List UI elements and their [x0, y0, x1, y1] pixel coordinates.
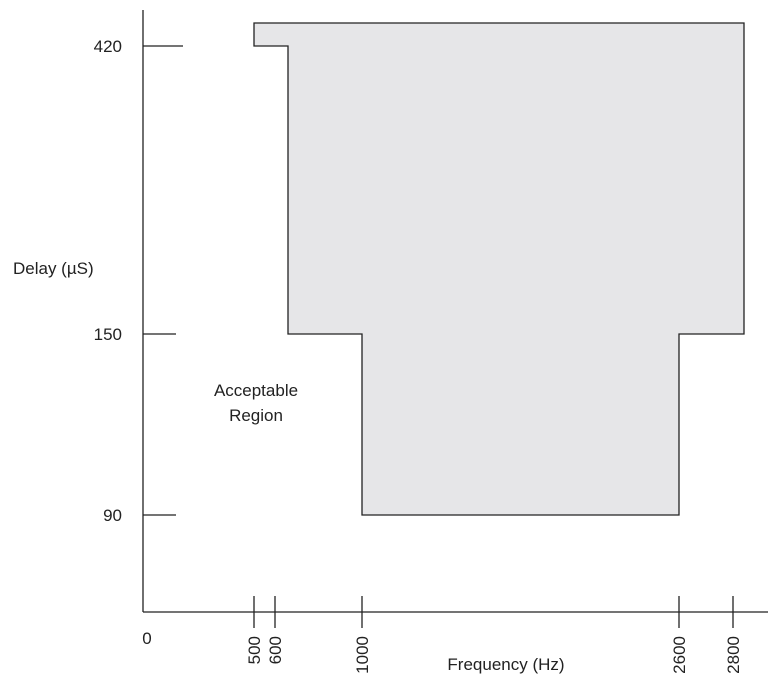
- y-axis-ticks: 420 150 90: [94, 37, 183, 525]
- x-tick-label: 600: [266, 636, 285, 664]
- x-tick-label: 1000: [353, 636, 372, 674]
- y-tick-label: 150: [94, 325, 122, 344]
- y-tick-label: 90: [103, 506, 122, 525]
- x-tick-label: 500: [245, 636, 264, 664]
- y-axis-label: Delay (µS): [13, 259, 94, 278]
- x-tick-label: 2800: [724, 636, 743, 674]
- x-tick-label: 2600: [670, 636, 689, 674]
- origin-label: 0: [142, 629, 151, 648]
- x-axis-ticks: 500 600 1000 2600 2800: [245, 596, 743, 674]
- x-axis-label: Frequency (Hz): [447, 655, 564, 674]
- acceptable-delay-region: [253, 22, 745, 516]
- region-annotation-line2: Region: [229, 406, 283, 425]
- y-tick-label: 420: [94, 37, 122, 56]
- region-annotation-line1: Acceptable: [214, 381, 298, 400]
